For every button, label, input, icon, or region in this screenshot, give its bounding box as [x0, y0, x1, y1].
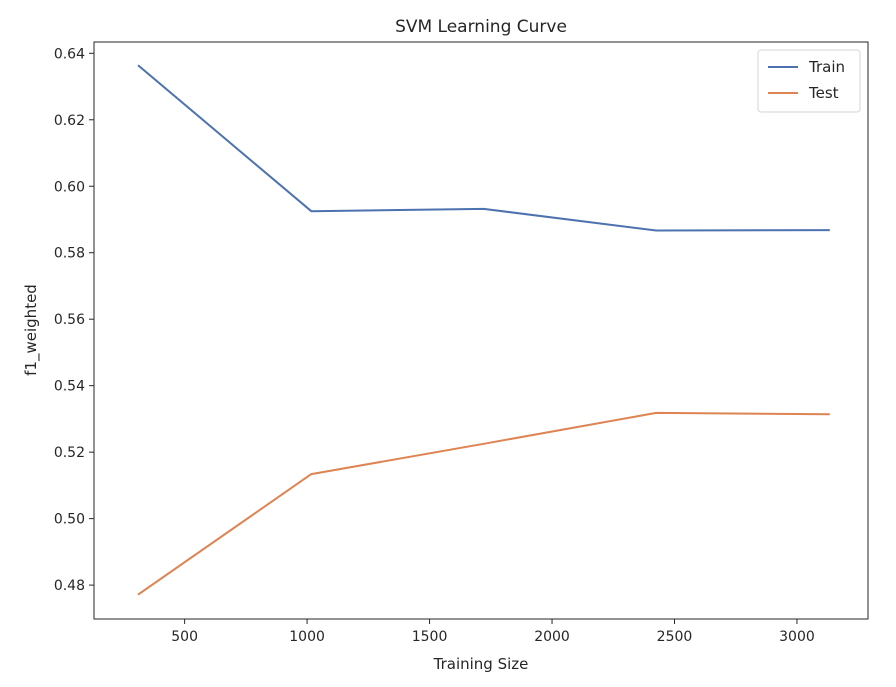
y-tick-label: 0.56 [54, 312, 85, 328]
legend-label-train: Train [808, 58, 845, 76]
y-tick-label: 0.50 [54, 512, 85, 528]
y-tick-label: 0.58 [54, 246, 85, 262]
y-tick-label: 0.48 [54, 578, 85, 594]
x-tick-label: 2000 [534, 629, 570, 645]
legend-label-test: Test [808, 84, 839, 102]
y-tick-label: 0.64 [54, 46, 85, 62]
y-tick-label: 0.54 [54, 379, 85, 395]
legend-box [757, 49, 861, 113]
chart-title: SVM Learning Curve [395, 17, 567, 37]
y-axis-title: f1_weighted [22, 284, 41, 376]
plot-area: 500 1000 1500 2000 2500 3000 0.48 0.50 0.52 0.54 0… [54, 41, 869, 645]
plot-frame [93, 41, 869, 620]
x-tick-label: 500 [171, 629, 198, 645]
x-axis-title: Training Size [433, 655, 529, 673]
y-tick-label: 0.52 [54, 445, 85, 461]
x-tick-label: 2500 [657, 629, 693, 645]
x-tick-label: 3000 [779, 629, 815, 645]
y-tick-label: 0.62 [54, 113, 85, 129]
test-series-line [137, 411, 830, 596]
train-series-line [137, 64, 830, 232]
legend: Train Test [757, 49, 861, 113]
x-tick-label: 1000 [289, 629, 325, 645]
x-tick-label: 1500 [412, 629, 448, 645]
y-tick-label: 0.60 [54, 179, 85, 195]
